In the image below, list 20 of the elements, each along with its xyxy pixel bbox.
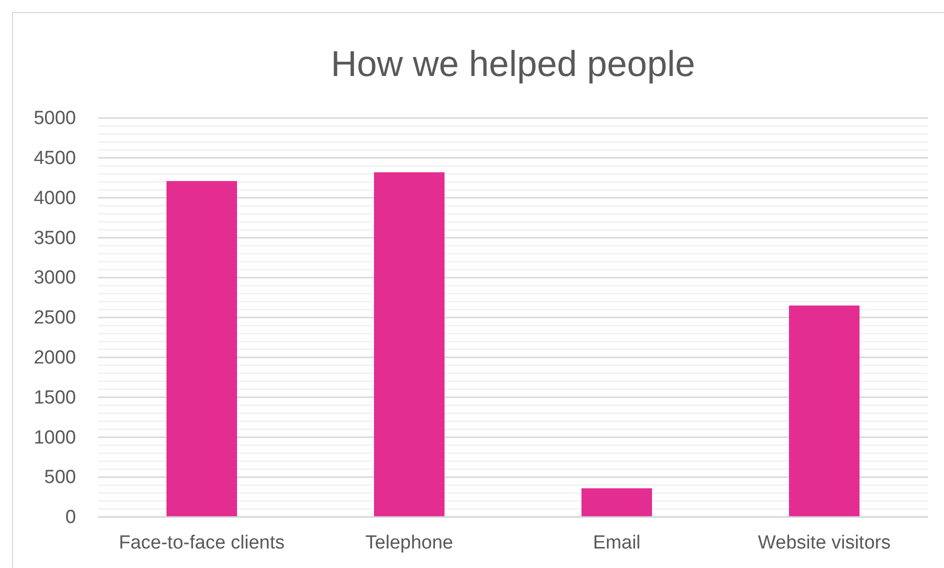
y-tick-label: 1500 [34, 387, 76, 408]
x-tick-label: Telephone [365, 532, 454, 554]
x-tick-label: Website visitors [758, 532, 891, 554]
bar [788, 306, 860, 517]
x-tick-label: Face-to-face clients [118, 532, 285, 554]
y-tick-label: 3000 [34, 268, 76, 289]
y-tick-label: 5000 [34, 108, 76, 130]
y-tick-label: 0 [65, 507, 76, 528]
chart-title: How we helped people [330, 43, 696, 84]
bar [374, 172, 445, 517]
y-tick-label: 2500 [34, 308, 76, 329]
bar [581, 488, 652, 517]
bar [166, 181, 238, 517]
y-tick-label: 4000 [34, 188, 76, 209]
y-tick-label: 2000 [34, 347, 76, 368]
y-tick-label: 3500 [34, 228, 76, 249]
y-tick-label: 500 [44, 467, 76, 488]
y-tick-label: 1000 [34, 427, 76, 448]
y-tick-label: 4500 [34, 148, 76, 169]
x-tick-label: Email [592, 532, 641, 554]
